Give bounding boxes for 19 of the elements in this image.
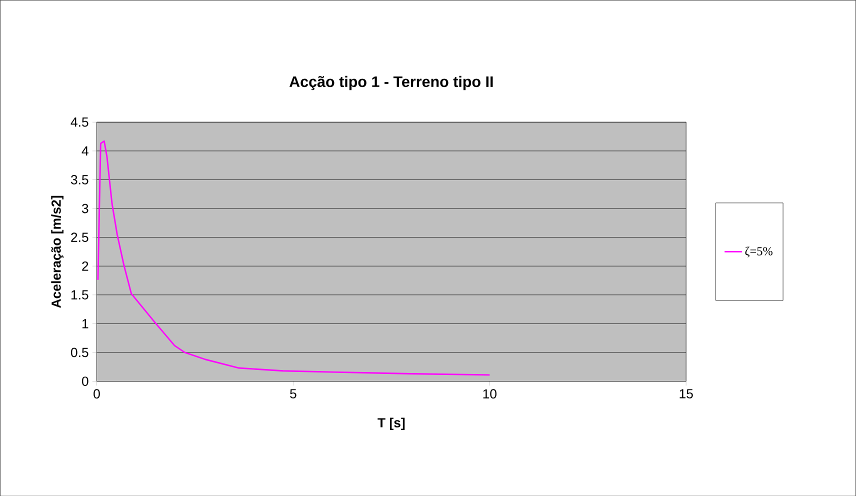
- y-tick-label: 0: [82, 376, 88, 386]
- y-tick-label: 1: [82, 318, 88, 328]
- line-series: [97, 140, 490, 376]
- y-tick-label: 3: [82, 204, 88, 214]
- x-tick-label: 10: [483, 389, 496, 398]
- y-axis-title: Aceleração [m/s2]: [51, 196, 64, 308]
- y-tick-label: 4: [82, 146, 88, 156]
- x-tick-label: 5: [290, 389, 296, 398]
- y-tick-label: 2: [82, 261, 88, 271]
- y-tick-label: 4.5: [70, 117, 88, 127]
- y-tick-label: 1.5: [71, 290, 88, 300]
- x-tick-label: 0: [94, 389, 100, 398]
- y-tick-label: 0.5: [70, 348, 88, 357]
- y-tick-label: 3.5: [70, 174, 88, 184]
- legend-label: ζ=5%: [745, 246, 772, 258]
- y-tick-label: 2.5: [71, 232, 88, 242]
- x-axis-title: T [s]: [378, 418, 405, 430]
- chart-title: Acção tipo 1 - Terreno tipo II: [289, 76, 493, 90]
- x-tick-label: 15: [680, 389, 693, 398]
